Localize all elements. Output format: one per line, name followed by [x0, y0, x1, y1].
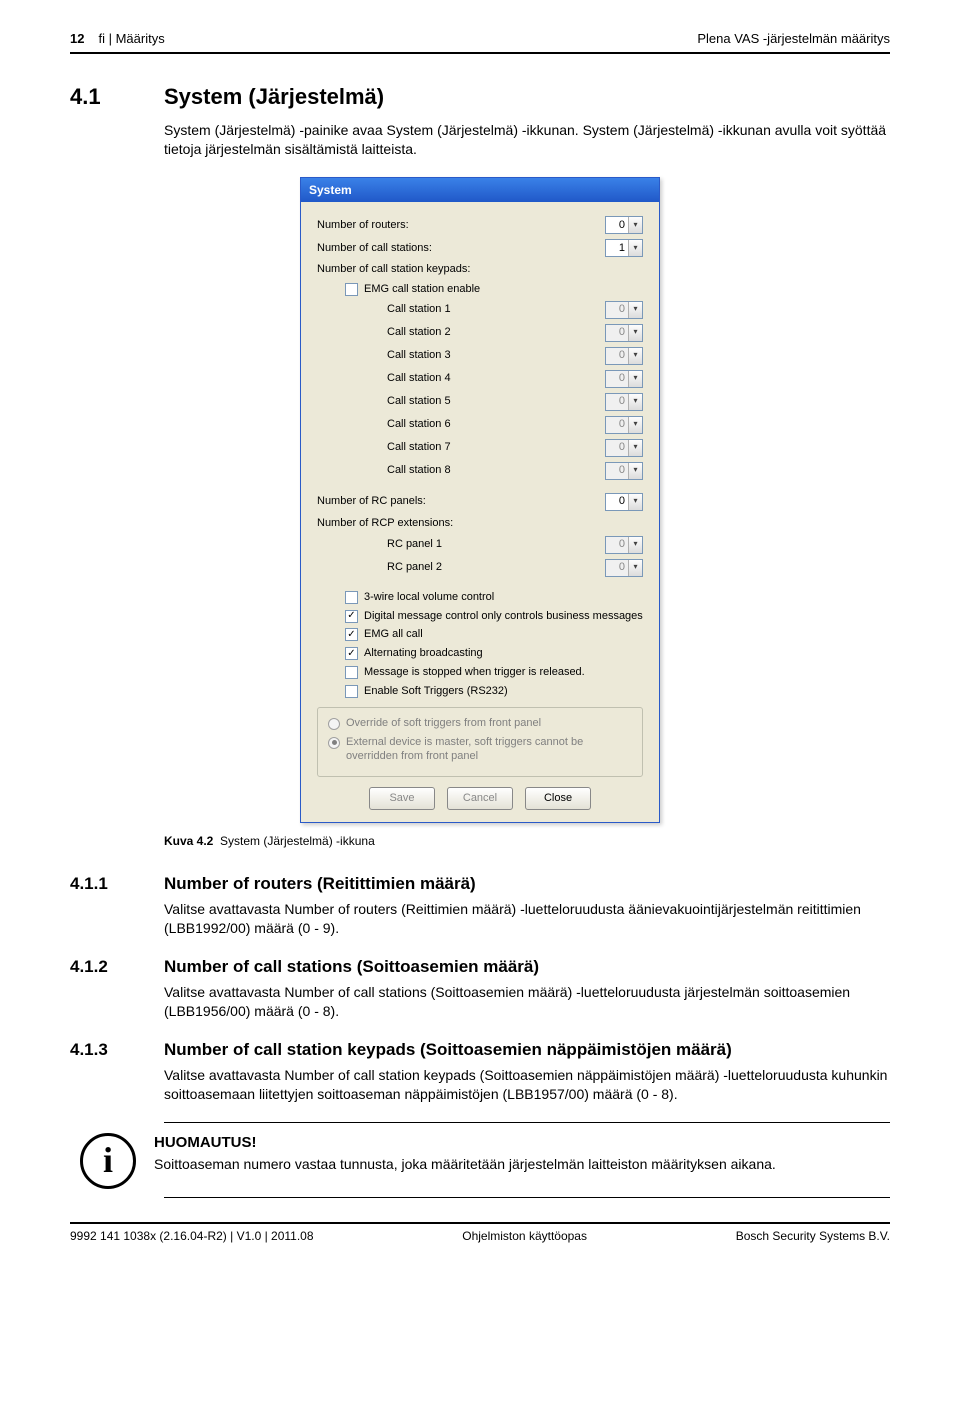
spinner-num-rc-panels[interactable]: 0 ▾	[605, 493, 643, 511]
divider	[164, 1197, 890, 1198]
radio-label: Override of soft triggers from front pan…	[346, 716, 541, 731]
label-num-keypads: Number of call station keypads:	[317, 262, 643, 277]
checkbox-label: EMG all call	[364, 627, 423, 642]
chevron-down-icon[interactable]: ▾	[628, 417, 642, 433]
checkbox-label: Enable Soft Triggers (RS232)	[364, 684, 508, 699]
spinner-call-station[interactable]: 0▾	[605, 416, 643, 434]
subsection-body: Valitse avattavasta Number of routers (R…	[164, 900, 890, 938]
info-icon: i	[80, 1133, 136, 1189]
subsection-body: Valitse avattavasta Number of call stati…	[164, 983, 890, 1021]
header-doc-title: Plena VAS -järjestelmän määritys	[697, 30, 890, 48]
spinner-call-station[interactable]: 0▾	[605, 301, 643, 319]
checkbox[interactable]	[345, 591, 358, 604]
label-call-station: Call station 1	[317, 302, 605, 317]
label-emg-enable: EMG call station enable	[364, 282, 480, 297]
label-call-station: Call station 6	[317, 417, 605, 432]
subsection-number: 4.1.1	[70, 873, 140, 896]
footer-right: Bosch Security Systems B.V.	[736, 1228, 890, 1244]
dialog-titlebar: System	[301, 178, 659, 202]
soft-trigger-radio-group: Override of soft triggers from front pan…	[317, 707, 643, 778]
label-call-station: Call station 2	[317, 325, 605, 340]
page-number: 12	[70, 30, 84, 48]
subsection-title: Number of call stations (Soittoasemien m…	[164, 956, 539, 979]
label-call-station: Call station 3	[317, 348, 605, 363]
label-num-rc-panels: Number of RC panels:	[317, 494, 605, 509]
subsection-title: Number of call station keypads (Soittoas…	[164, 1039, 732, 1062]
chevron-down-icon[interactable]: ▾	[628, 440, 642, 456]
spinner-call-station[interactable]: 0▾	[605, 324, 643, 342]
chevron-down-icon[interactable]: ▾	[628, 240, 642, 256]
chevron-down-icon[interactable]: ▾	[628, 463, 642, 479]
spinner-call-station[interactable]: 0▾	[605, 370, 643, 388]
checkbox-label: Digital message control only controls bu…	[364, 609, 643, 624]
spinner-call-station[interactable]: 0▾	[605, 393, 643, 411]
label-call-station: Call station 5	[317, 394, 605, 409]
spinner-call-station[interactable]: 0▾	[605, 462, 643, 480]
subsection-number: 4.1.3	[70, 1039, 140, 1062]
close-button[interactable]: Close	[525, 787, 591, 810]
note-body: Soittoaseman numero vastaa tunnusta, jok…	[154, 1155, 776, 1174]
chevron-down-icon[interactable]: ▾	[628, 537, 642, 553]
note-heading: HUOMAUTUS!	[154, 1133, 776, 1153]
footer-center: Ohjelmiston käyttöopas	[462, 1228, 587, 1244]
label-call-station: Call station 7	[317, 440, 605, 455]
checkbox-label: Alternating broadcasting	[364, 646, 483, 661]
chevron-down-icon[interactable]: ▾	[628, 325, 642, 341]
label-rc-panel: RC panel 1	[317, 537, 605, 552]
checkbox-emg-enable[interactable]	[345, 283, 358, 296]
chevron-down-icon[interactable]: ▾	[628, 348, 642, 364]
section-body: System (Järjestelmä) -painike avaa Syste…	[164, 121, 890, 159]
spinner-rc-panel[interactable]: 0▾	[605, 559, 643, 577]
figure-caption: Kuva 4.2 System (Järjestelmä) -ikkuna	[164, 833, 890, 849]
radio[interactable]	[328, 737, 340, 749]
radio-label: External device is master, soft triggers…	[346, 735, 632, 765]
chevron-down-icon[interactable]: ▾	[628, 494, 642, 510]
label-num-call-stations: Number of call stations:	[317, 241, 605, 256]
chevron-down-icon[interactable]: ▾	[628, 394, 642, 410]
subsection-title: Number of routers (Reitittimien määrä)	[164, 873, 476, 896]
radio[interactable]	[328, 718, 340, 730]
cancel-button[interactable]: Cancel	[447, 787, 513, 810]
checkbox[interactable]	[345, 610, 358, 623]
spinner-rc-panel[interactable]: 0▾	[605, 536, 643, 554]
checkbox-label: 3-wire local volume control	[364, 590, 494, 605]
spinner-num-routers[interactable]: 0 ▾	[605, 216, 643, 234]
chevron-down-icon[interactable]: ▾	[628, 302, 642, 318]
page-header: 12 fi | Määritys Plena VAS -järjestelmän…	[70, 30, 890, 54]
page-footer: 9992 141 1038x (2.16.04-R2) | V1.0 | 201…	[70, 1224, 890, 1244]
label-num-routers: Number of routers:	[317, 218, 605, 233]
checkbox[interactable]	[345, 628, 358, 641]
checkbox[interactable]	[345, 685, 358, 698]
footer-left: 9992 141 1038x (2.16.04-R2) | V1.0 | 201…	[70, 1228, 314, 1244]
section-number: 4.1	[70, 82, 140, 112]
chevron-down-icon[interactable]: ▾	[628, 217, 642, 233]
spinner-call-station[interactable]: 0▾	[605, 439, 643, 457]
label-call-station: Call station 8	[317, 463, 605, 478]
checkbox[interactable]	[345, 666, 358, 679]
subsection-number: 4.1.2	[70, 956, 140, 979]
spinner-call-station[interactable]: 0▾	[605, 347, 643, 365]
section-title: System (Järjestelmä)	[164, 82, 384, 112]
divider	[164, 1122, 890, 1123]
spinner-num-call-stations[interactable]: 1 ▾	[605, 239, 643, 257]
subsection-body: Valitse avattavasta Number of call stati…	[164, 1066, 890, 1104]
header-section: fi | Määritys	[98, 30, 164, 48]
chevron-down-icon[interactable]: ▾	[628, 371, 642, 387]
system-dialog: System Number of routers: 0 ▾ Number of …	[300, 177, 660, 823]
label-rc-panel: RC panel 2	[317, 560, 605, 575]
checkbox[interactable]	[345, 647, 358, 660]
save-button[interactable]: Save	[369, 787, 435, 810]
checkbox-label: Message is stopped when trigger is relea…	[364, 665, 585, 680]
label-num-rcp-ext: Number of RCP extensions:	[317, 516, 643, 531]
label-call-station: Call station 4	[317, 371, 605, 386]
chevron-down-icon[interactable]: ▾	[628, 560, 642, 576]
